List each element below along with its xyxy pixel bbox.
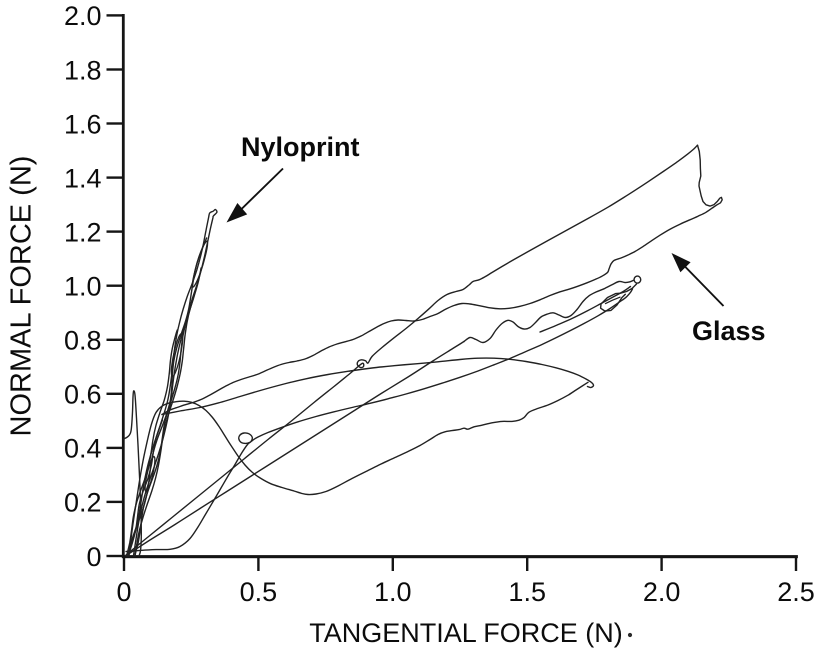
svg-text:0.5: 0.5 — [240, 577, 278, 607]
svg-text:0: 0 — [86, 542, 101, 572]
svg-text:Glass: Glass — [692, 316, 766, 346]
svg-text:1.4: 1.4 — [64, 163, 102, 193]
svg-text:1.5: 1.5 — [508, 577, 546, 607]
svg-text:2.0: 2.0 — [643, 577, 681, 607]
svg-text:0.6: 0.6 — [64, 380, 102, 410]
svg-text:TANGENTIAL FORCE (N): TANGENTIAL FORCE (N) — [309, 618, 623, 648]
svg-text:0.2: 0.2 — [64, 488, 102, 518]
svg-text:1.8: 1.8 — [64, 55, 102, 85]
svg-text:1.0: 1.0 — [374, 577, 412, 607]
svg-text:1.0: 1.0 — [64, 272, 102, 302]
svg-text:2.5: 2.5 — [777, 577, 815, 607]
svg-text:0: 0 — [116, 577, 131, 607]
svg-text:NORMAL FORCE (N): NORMAL FORCE (N) — [6, 156, 38, 437]
svg-text:1.2: 1.2 — [64, 217, 102, 247]
svg-text:Nyloprint: Nyloprint — [241, 132, 360, 162]
svg-text:1.6: 1.6 — [64, 109, 102, 139]
svg-text:0.4: 0.4 — [64, 434, 102, 464]
svg-text:2.0: 2.0 — [64, 1, 102, 31]
svg-text:0.8: 0.8 — [64, 326, 102, 356]
